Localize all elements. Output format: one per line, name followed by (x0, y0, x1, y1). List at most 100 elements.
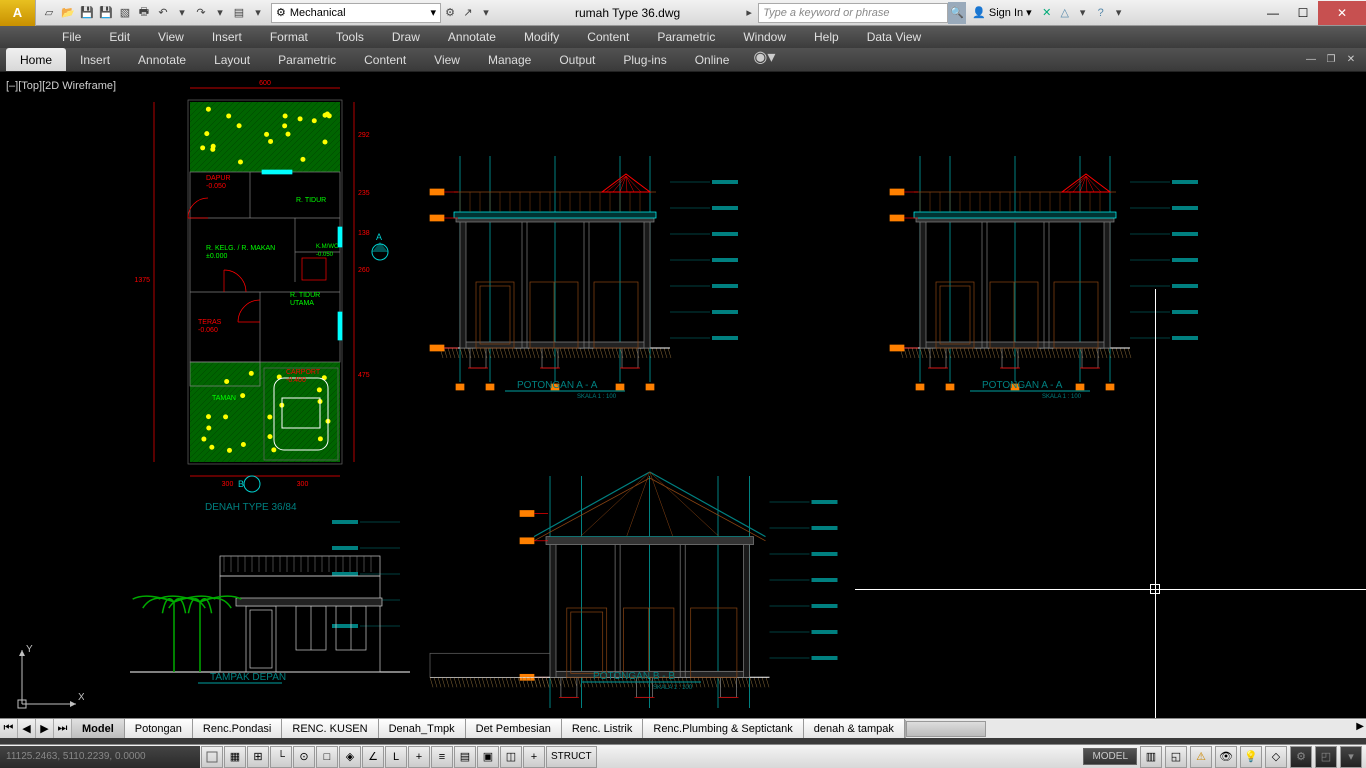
qat-undo-icon[interactable]: ↶ (154, 2, 172, 24)
exchange-icon[interactable]: ✕ (1038, 2, 1056, 24)
status-infer-icon[interactable] (201, 746, 223, 768)
window-maximize-button[interactable]: ☐ (1288, 1, 1318, 25)
status-layout-quick-icon[interactable]: ▥ (1140, 746, 1162, 768)
status-osnap-icon[interactable]: □ (316, 746, 338, 768)
mdi-close-button[interactable]: ✕ (1342, 52, 1360, 68)
status-ducs-icon[interactable]: L (385, 746, 407, 768)
qat-layers-icon[interactable]: ▤ (230, 2, 248, 24)
status-polar-icon[interactable]: ⊙ (293, 746, 315, 768)
coordinate-readout[interactable]: 11125.2463, 5110.2239, 0.0000 (0, 746, 200, 768)
ws-gear-icon[interactable]: ⚙ (441, 2, 459, 24)
layout-nav-last-icon[interactable]: ⏭ (54, 719, 72, 739)
app-menu-button[interactable]: A (0, 0, 36, 26)
status-max-icon[interactable]: ◱ (1165, 746, 1187, 768)
menu-draw[interactable]: Draw (378, 26, 434, 48)
status-snap-icon[interactable]: ▦ (224, 746, 246, 768)
stayconnected-icon[interactable]: △ (1056, 2, 1074, 24)
status-otrack-icon[interactable]: ∠ (362, 746, 384, 768)
layout-tab-2[interactable]: Renc.Pondasi (193, 719, 283, 739)
qat-plot-icon[interactable]: 🖶 (135, 2, 153, 24)
status-hw-icon[interactable]: ⚙ (1290, 746, 1312, 768)
ribbon-tab-layout[interactable]: Layout (200, 48, 264, 71)
layout-nav-prev-icon[interactable]: ◀ (18, 719, 36, 739)
status-sc-icon[interactable]: ◫ (500, 746, 522, 768)
qat-redo-drop-icon[interactable]: ▾ (211, 2, 229, 24)
workspace-selector[interactable]: ⚙ Mechanical ▾ (271, 3, 441, 23)
qat-undo-drop-icon[interactable]: ▾ (173, 2, 191, 24)
qat-saveas-icon[interactable]: 💾 (97, 2, 115, 24)
menu-window[interactable]: Window (729, 26, 800, 48)
layout-tab-model[interactable]: Model (72, 719, 125, 739)
menu-modify[interactable]: Modify (510, 26, 573, 48)
status-annovis-icon[interactable]: 👁 (1215, 746, 1237, 768)
status-bulb-icon[interactable]: 💡 (1240, 746, 1262, 768)
ribbon-tab-insert[interactable]: Insert (66, 48, 124, 71)
window-close-button[interactable]: ✕ (1318, 1, 1366, 25)
mdi-restore-button[interactable]: ❐ (1322, 52, 1340, 68)
status-struct-btn[interactable]: STRUCT (546, 746, 597, 768)
menu-view[interactable]: View (144, 26, 198, 48)
layout-tab-1[interactable]: Potongan (125, 719, 193, 739)
status-grid-icon[interactable]: ⊞ (247, 746, 269, 768)
qat-redo-icon[interactable]: ↷ (192, 2, 210, 24)
modelspace-toggle[interactable]: MODEL (1083, 748, 1137, 765)
layout-tab-6[interactable]: Renc. Listrik (562, 719, 644, 739)
qat-new-icon[interactable]: ▱ (40, 2, 58, 24)
menu-edit[interactable]: Edit (95, 26, 144, 48)
search-nav-icon[interactable]: ▸ (740, 2, 758, 24)
help-drop-icon[interactable]: ▾ (1110, 2, 1128, 24)
ribbon-focus-icon[interactable]: ◉▾ (755, 48, 773, 66)
status-tray-icon[interactable]: ▾ (1340, 746, 1362, 768)
status-dyn-icon[interactable]: + (408, 746, 430, 768)
status-tpy-icon[interactable]: ▤ (454, 746, 476, 768)
ribbon-tab-plugins[interactable]: Plug-ins (609, 48, 680, 71)
ribbon-tab-home[interactable]: Home (6, 48, 66, 71)
qat-save-icon[interactable]: 💾 (78, 2, 96, 24)
status-annoscale-icon[interactable]: ⚠ (1190, 746, 1212, 768)
menu-insert[interactable]: Insert (198, 26, 256, 48)
ribbon-tab-manage[interactable]: Manage (474, 48, 545, 71)
drawing-canvas[interactable]: [–][Top][2D Wireframe] 60013752922351382… (0, 72, 1366, 718)
qat-drop-icon[interactable]: ▾ (249, 2, 267, 24)
status-3dosnap-icon[interactable]: ◈ (339, 746, 361, 768)
layout-tab-4[interactable]: Denah_Tmpk (379, 719, 466, 739)
status-qp-icon[interactable]: ▣ (477, 746, 499, 768)
help-icon[interactable]: ? (1092, 2, 1110, 24)
menu-content[interactable]: Content (573, 26, 643, 48)
ribbon-tab-online[interactable]: Online (681, 48, 744, 71)
qat-powertools-icon[interactable]: ▧ (116, 2, 134, 24)
layout-tab-3[interactable]: RENC. KUSEN (282, 719, 378, 739)
menu-annotate[interactable]: Annotate (434, 26, 510, 48)
layout-tab-8[interactable]: denah & tampak (804, 719, 905, 739)
search-binoculars-icon[interactable]: 🔍 (948, 2, 966, 24)
ribbon-tab-annotate[interactable]: Annotate (124, 48, 200, 71)
ws-drop-icon[interactable]: ▾ (477, 2, 495, 24)
ws-share-icon[interactable]: ↗ (459, 2, 477, 24)
layout-tab-5[interactable]: Det Pembesian (466, 719, 562, 739)
ribbon-tab-parametric[interactable]: Parametric (264, 48, 350, 71)
window-minimize-button[interactable]: — (1258, 1, 1288, 25)
horizontal-scrollbar[interactable]: ▶ (905, 720, 1366, 738)
sc-drop-icon[interactable]: ▾ (1074, 2, 1092, 24)
layout-tab-7[interactable]: Renc.Plumbing & Septictank (643, 719, 803, 739)
status-am-icon[interactable]: + (523, 746, 545, 768)
scrollbar-thumb[interactable] (906, 721, 986, 737)
status-iso-icon[interactable]: ◇ (1265, 746, 1287, 768)
ribbon-tab-view[interactable]: View (420, 48, 474, 71)
mdi-minimize-button[interactable]: — (1302, 52, 1320, 68)
qat-open-icon[interactable]: 📂 (59, 2, 77, 24)
infocenter-search[interactable]: Type a keyword or phrase (758, 3, 948, 23)
ribbon-tab-output[interactable]: Output (545, 48, 609, 71)
status-clean-icon[interactable]: ◰ (1315, 746, 1337, 768)
layout-nav-first-icon[interactable]: ⏮ (0, 719, 18, 739)
layout-nav-next-icon[interactable]: ▶ (36, 719, 54, 739)
menu-parametric[interactable]: Parametric (643, 26, 729, 48)
menu-tools[interactable]: Tools (322, 26, 378, 48)
ribbon-tab-content[interactable]: Content (350, 48, 420, 71)
menu-format[interactable]: Format (256, 26, 322, 48)
menu-help[interactable]: Help (800, 26, 853, 48)
signin-button[interactable]: 👤 Sign In ▾ (966, 6, 1037, 19)
menu-file[interactable]: File (48, 26, 95, 48)
status-lwt-icon[interactable]: ≡ (431, 746, 453, 768)
status-ortho-icon[interactable]: └ (270, 746, 292, 768)
